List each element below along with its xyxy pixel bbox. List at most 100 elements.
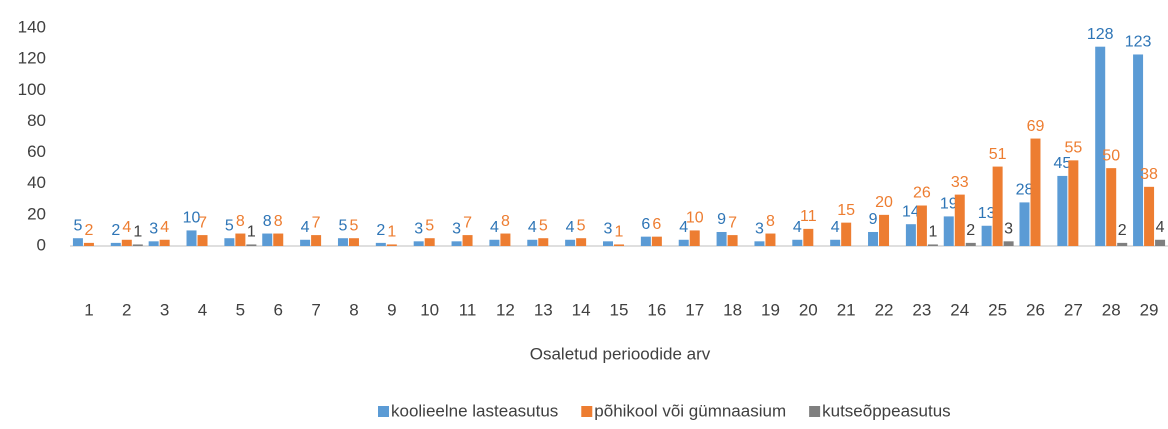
value-label: 2 bbox=[84, 222, 93, 239]
value-label: 8 bbox=[501, 213, 510, 230]
bar bbox=[792, 239, 803, 246]
value-label: 4 bbox=[490, 219, 499, 236]
x-tick-label: 15 bbox=[610, 300, 629, 319]
bar bbox=[565, 239, 576, 246]
value-label: 3 bbox=[755, 221, 764, 238]
x-axis-label: Osaletud perioodide arv bbox=[530, 344, 711, 363]
bar bbox=[186, 230, 197, 246]
x-tick-label: 4 bbox=[198, 300, 207, 319]
value-label: 9 bbox=[717, 211, 726, 228]
x-tick-label: 22 bbox=[875, 300, 894, 319]
x-tick-label: 18 bbox=[723, 300, 742, 319]
value-label: 50 bbox=[1102, 147, 1120, 164]
value-label: 1 bbox=[247, 224, 256, 241]
bar bbox=[538, 238, 549, 246]
bar bbox=[1068, 160, 1079, 246]
x-tick-label: 24 bbox=[950, 300, 969, 319]
value-label: 38 bbox=[1140, 166, 1158, 183]
bar bbox=[640, 236, 651, 246]
bar bbox=[603, 241, 613, 246]
value-label: 69 bbox=[1027, 118, 1045, 135]
x-tick-label: 21 bbox=[837, 300, 856, 319]
bar bbox=[224, 238, 235, 246]
value-label: 10 bbox=[686, 210, 704, 227]
bar bbox=[651, 236, 662, 246]
bar bbox=[1133, 54, 1144, 246]
value-label: 3 bbox=[414, 221, 423, 238]
bar bbox=[879, 214, 890, 246]
bar bbox=[1003, 241, 1014, 246]
bar bbox=[1117, 242, 1128, 246]
bar bbox=[413, 241, 424, 246]
value-label: 51 bbox=[989, 146, 1007, 163]
value-label: 10 bbox=[183, 210, 201, 227]
bar bbox=[337, 238, 348, 246]
x-tick-label: 26 bbox=[1026, 300, 1045, 319]
bar bbox=[1030, 138, 1041, 246]
x-tick-label: 29 bbox=[1140, 300, 1159, 319]
bar bbox=[375, 242, 386, 246]
bar bbox=[803, 228, 814, 246]
value-label: 11 bbox=[800, 208, 817, 225]
bar bbox=[765, 233, 776, 246]
y-tick-label: 120 bbox=[18, 49, 46, 68]
legend-swatch bbox=[581, 406, 593, 417]
value-label: 8 bbox=[236, 213, 245, 230]
value-label: 45 bbox=[1053, 155, 1071, 172]
value-label: 4 bbox=[160, 219, 169, 236]
bar bbox=[678, 239, 689, 246]
y-tick-label: 0 bbox=[37, 235, 46, 254]
x-tick-label: 5 bbox=[236, 300, 245, 319]
value-label: 4 bbox=[679, 219, 688, 236]
bar bbox=[965, 242, 976, 246]
bar bbox=[462, 235, 473, 246]
x-tick-label: 19 bbox=[761, 300, 780, 319]
bar bbox=[754, 241, 765, 246]
bar bbox=[830, 239, 841, 246]
x-tick-label: 9 bbox=[387, 300, 396, 319]
value-label: 6 bbox=[641, 216, 650, 233]
value-label: 1 bbox=[387, 224, 396, 241]
value-label: 4 bbox=[1156, 219, 1165, 236]
y-tick-label: 40 bbox=[27, 173, 46, 192]
bar bbox=[348, 238, 359, 246]
value-label: 5 bbox=[350, 217, 359, 234]
bar bbox=[1057, 175, 1068, 246]
value-label: 1 bbox=[615, 224, 624, 241]
value-label: 7 bbox=[728, 214, 737, 231]
bar bbox=[489, 239, 500, 246]
value-label: 15 bbox=[837, 202, 855, 219]
bar bbox=[1155, 239, 1166, 246]
value-label: 128 bbox=[1087, 26, 1114, 43]
bar bbox=[110, 242, 121, 246]
value-label: 14 bbox=[902, 203, 920, 220]
legend-swatch bbox=[378, 406, 389, 417]
bar bbox=[1144, 186, 1155, 246]
value-label: 9 bbox=[869, 211, 878, 228]
value-label: 123 bbox=[1125, 34, 1152, 51]
value-label: 4 bbox=[793, 219, 802, 236]
x-tick-label: 1 bbox=[84, 300, 93, 319]
value-label: 28 bbox=[1016, 182, 1034, 199]
bar bbox=[916, 205, 927, 246]
bar bbox=[311, 235, 322, 246]
value-label: 2 bbox=[376, 222, 385, 239]
bar bbox=[121, 239, 132, 246]
value-label: 5 bbox=[339, 217, 348, 234]
value-label: 7 bbox=[312, 214, 321, 231]
bar bbox=[614, 244, 624, 246]
bar bbox=[1106, 168, 1117, 246]
value-label: 4 bbox=[831, 219, 840, 236]
value-label: 2 bbox=[1118, 222, 1127, 239]
x-tick-label: 12 bbox=[496, 300, 515, 319]
x-tick-label: 7 bbox=[311, 300, 320, 319]
value-label: 3 bbox=[452, 221, 461, 238]
y-tick-label: 80 bbox=[27, 111, 46, 130]
bar bbox=[727, 235, 738, 246]
y-tick-label: 20 bbox=[27, 204, 46, 223]
x-tick-label: 20 bbox=[799, 300, 818, 319]
value-label: 33 bbox=[951, 174, 969, 191]
value-label: 3 bbox=[149, 221, 158, 238]
bar bbox=[992, 166, 1003, 246]
bar bbox=[159, 239, 170, 246]
